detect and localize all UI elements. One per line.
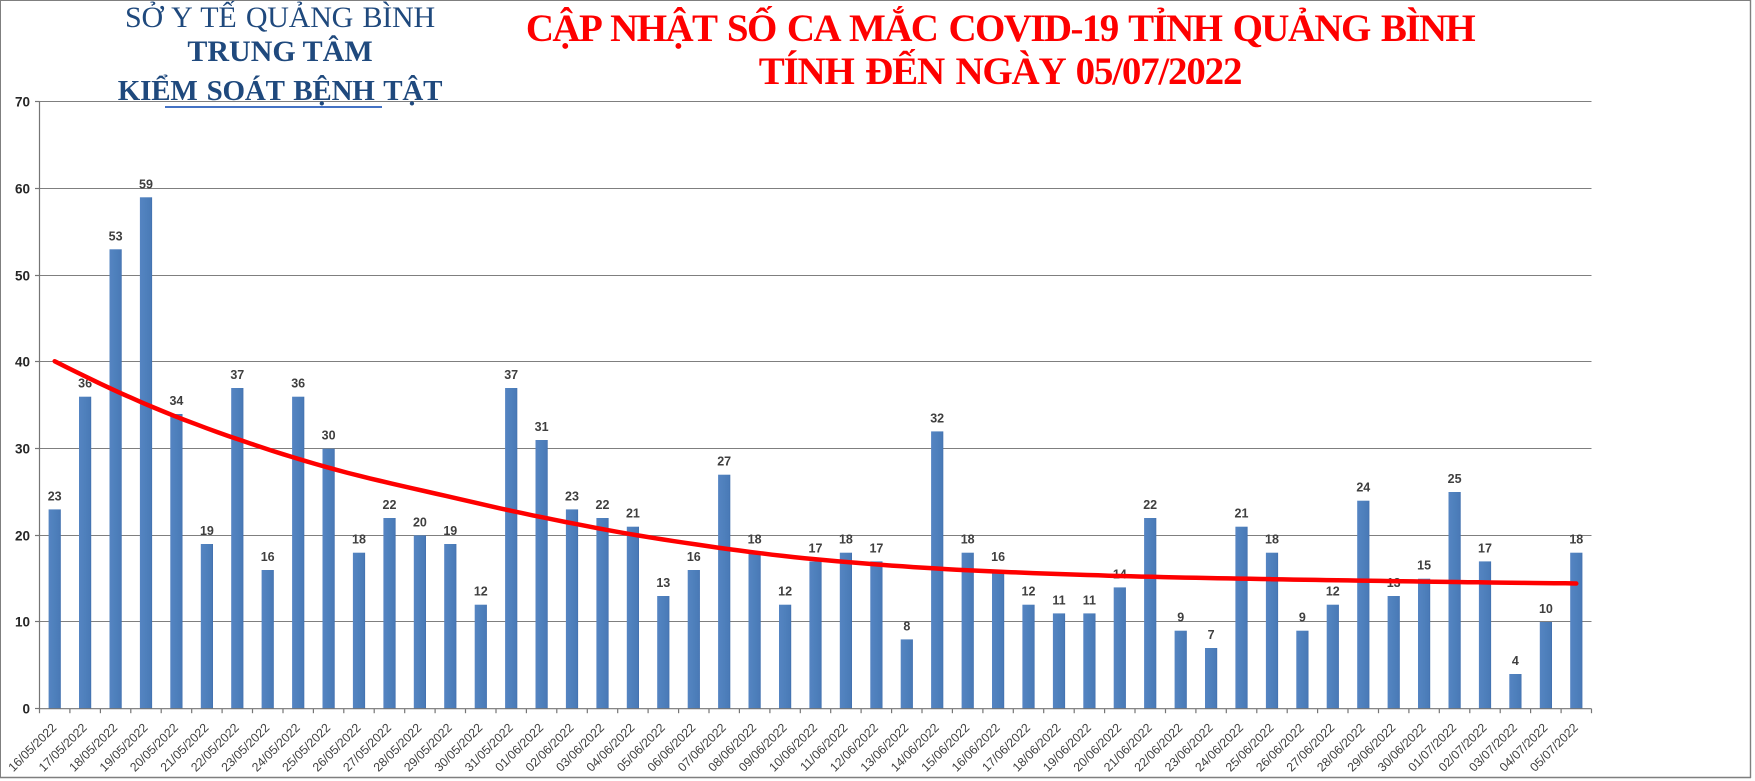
svg-text:9: 9 bbox=[1177, 611, 1184, 625]
svg-text:17: 17 bbox=[809, 541, 823, 555]
svg-text:30: 30 bbox=[322, 429, 336, 443]
svg-text:50: 50 bbox=[15, 268, 30, 283]
svg-text:12: 12 bbox=[474, 585, 488, 599]
svg-text:11: 11 bbox=[1052, 593, 1065, 607]
svg-text:60: 60 bbox=[15, 181, 30, 196]
svg-text:0: 0 bbox=[22, 701, 30, 716]
svg-text:19: 19 bbox=[200, 524, 214, 538]
svg-text:32: 32 bbox=[930, 411, 944, 425]
svg-text:23: 23 bbox=[48, 489, 62, 503]
svg-text:17: 17 bbox=[1478, 541, 1492, 555]
svg-text:18: 18 bbox=[352, 533, 366, 547]
svg-text:37: 37 bbox=[230, 368, 244, 382]
svg-text:12: 12 bbox=[778, 585, 792, 599]
svg-text:17: 17 bbox=[869, 541, 883, 555]
svg-text:37: 37 bbox=[504, 368, 518, 382]
svg-text:22: 22 bbox=[596, 498, 610, 512]
svg-text:15: 15 bbox=[1417, 559, 1431, 573]
svg-text:16: 16 bbox=[261, 550, 275, 564]
svg-text:12: 12 bbox=[1326, 585, 1340, 599]
svg-text:27: 27 bbox=[717, 455, 731, 469]
svg-text:18: 18 bbox=[839, 533, 853, 547]
svg-text:25: 25 bbox=[1448, 472, 1462, 486]
svg-text:24: 24 bbox=[1356, 481, 1370, 495]
svg-text:19: 19 bbox=[443, 524, 457, 538]
svg-text:22: 22 bbox=[383, 498, 397, 512]
svg-text:40: 40 bbox=[15, 354, 30, 369]
svg-text:20: 20 bbox=[413, 515, 427, 529]
svg-text:16: 16 bbox=[991, 550, 1005, 564]
svg-text:13: 13 bbox=[656, 576, 670, 590]
svg-text:11: 11 bbox=[1083, 593, 1096, 607]
svg-text:34: 34 bbox=[169, 394, 183, 408]
svg-text:59: 59 bbox=[139, 177, 153, 191]
svg-text:10: 10 bbox=[1539, 602, 1553, 616]
svg-text:36: 36 bbox=[291, 377, 305, 391]
svg-text:22: 22 bbox=[1143, 498, 1157, 512]
svg-text:18: 18 bbox=[1265, 533, 1279, 547]
svg-text:30: 30 bbox=[15, 441, 30, 456]
svg-text:53: 53 bbox=[109, 229, 123, 243]
svg-text:21: 21 bbox=[1235, 507, 1249, 521]
svg-text:9: 9 bbox=[1299, 611, 1306, 625]
svg-text:7: 7 bbox=[1208, 628, 1215, 642]
svg-text:16: 16 bbox=[687, 550, 701, 564]
svg-text:10: 10 bbox=[15, 614, 30, 629]
svg-text:21: 21 bbox=[626, 507, 640, 521]
svg-text:20: 20 bbox=[15, 528, 30, 543]
svg-text:70: 70 bbox=[15, 94, 30, 109]
svg-text:12: 12 bbox=[1022, 585, 1036, 599]
svg-text:4: 4 bbox=[1512, 654, 1519, 668]
svg-text:18: 18 bbox=[748, 533, 762, 547]
svg-text:23: 23 bbox=[565, 489, 579, 503]
svg-text:18: 18 bbox=[1569, 533, 1583, 547]
svg-text:8: 8 bbox=[903, 619, 910, 633]
svg-text:18: 18 bbox=[961, 533, 975, 547]
svg-text:31: 31 bbox=[535, 420, 549, 434]
